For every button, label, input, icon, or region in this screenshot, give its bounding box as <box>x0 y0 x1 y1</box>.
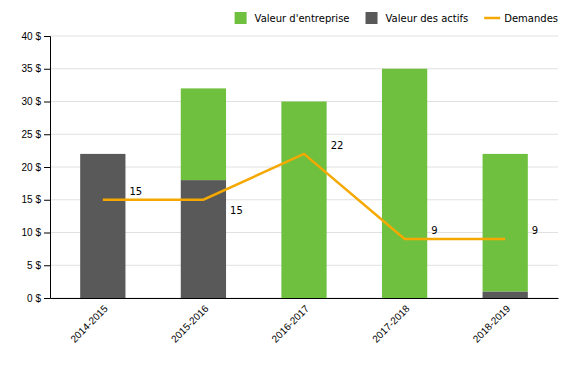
y-tick-label: 0 $ <box>27 293 41 304</box>
y-tick: 35 $ <box>22 63 50 74</box>
marks <box>80 69 528 298</box>
legend-label: Valeur des actifs <box>386 13 469 24</box>
bar-series <box>181 69 528 298</box>
data-label: 9 <box>431 225 437 236</box>
y-tick-label: 40 $ <box>22 31 42 42</box>
y-tick: 40 $ <box>22 31 50 42</box>
legend: Valeur d'entreprise Valeur des actifs Dema… <box>235 12 558 24</box>
bar <box>281 102 326 299</box>
x-axis: 2014-2015 2015-2016 2016-2017 2017-2018 2018… <box>51 298 559 345</box>
data-labels: 15 15 22 9 9 <box>129 140 538 236</box>
y-tick: 20 $ <box>22 162 50 173</box>
y-tick: 5 $ <box>27 260 50 271</box>
grid-line <box>50 68 558 69</box>
y-tick-mark <box>44 167 50 168</box>
bar <box>80 153 125 154</box>
legend-item: Valeur des actifs <box>366 12 469 24</box>
chart-svg: 0 $ 5 $ 10 $ 15 $ 20 $ 25 $ 30 $ 35 $ 40 $ 2014-2… <box>0 0 576 370</box>
x-tick-label: 2018-2019 <box>471 303 513 345</box>
bar <box>382 69 427 298</box>
y-tick-label: 20 $ <box>22 162 42 173</box>
y-tick-label: 10 $ <box>22 227 42 238</box>
y-tick-mark <box>44 102 50 103</box>
y-tick-label: 30 $ <box>22 96 42 107</box>
data-label: 15 <box>230 205 243 216</box>
x-tick: 2015-2016 <box>169 298 211 345</box>
legend-label: Valeur d'entreprise <box>255 13 350 24</box>
legend-swatch <box>366 12 378 24</box>
grid <box>50 36 558 298</box>
line <box>103 154 505 239</box>
x-tick: 2016-2017 <box>269 298 311 345</box>
x-tick: 2018-2019 <box>471 298 513 345</box>
bar <box>483 291 528 298</box>
y-tick-mark <box>44 233 50 234</box>
data-label: 9 <box>532 225 538 236</box>
legend-item: Valeur d'entreprise <box>235 12 350 24</box>
data-label: 15 <box>129 186 142 197</box>
y-tick-mark <box>44 200 50 201</box>
legend-swatch <box>235 12 247 24</box>
legend-swatch <box>484 17 500 20</box>
y-tick-mark <box>44 298 50 299</box>
x-tick-label: 2014-2015 <box>68 303 110 345</box>
x-axis-line <box>51 298 559 299</box>
y-tick: 30 $ <box>22 96 50 107</box>
bar <box>80 154 125 298</box>
bar <box>181 180 226 298</box>
x-tick-label: 2015-2016 <box>169 303 211 345</box>
y-tick-label: 35 $ <box>22 63 42 74</box>
y-tick-mark <box>44 69 50 70</box>
y-axis-line <box>44 37 51 299</box>
y-tick: 25 $ <box>22 129 50 140</box>
bar <box>181 88 226 180</box>
y-tick-label: 15 $ <box>22 194 42 205</box>
bar <box>483 154 528 292</box>
chart-container: 0 $ 5 $ 10 $ 15 $ 20 $ 25 $ 30 $ 35 $ 40 $ 2014-2… <box>0 0 576 370</box>
x-tick-label: 2016-2017 <box>269 303 311 345</box>
x-tick-label: 2017-2018 <box>370 303 412 345</box>
y-tick-label: 5 $ <box>27 260 41 271</box>
y-tick-label: 25 $ <box>22 129 42 140</box>
legend-item: Demandes <box>484 13 558 24</box>
x-tick: 2017-2018 <box>370 298 412 345</box>
y-tick-mark <box>44 134 50 135</box>
data-label: 22 <box>331 140 344 151</box>
y-tick: 15 $ <box>22 194 50 205</box>
y-tick-mark <box>44 265 50 266</box>
y-tick-mark <box>44 36 50 37</box>
grid-line <box>50 36 558 37</box>
x-tick: 2014-2015 <box>68 298 110 345</box>
legend-label: Demandes <box>504 13 558 24</box>
plot-area: 0 $ 5 $ 10 $ 15 $ 20 $ 25 $ 30 $ 35 $ 40 $ 2014-2… <box>22 31 559 345</box>
y-tick: 0 $ <box>27 293 50 304</box>
y-axis: 0 $ 5 $ 10 $ 15 $ 20 $ 25 $ 30 $ 35 $ 40 $ <box>22 31 51 304</box>
y-tick: 10 $ <box>22 227 50 238</box>
